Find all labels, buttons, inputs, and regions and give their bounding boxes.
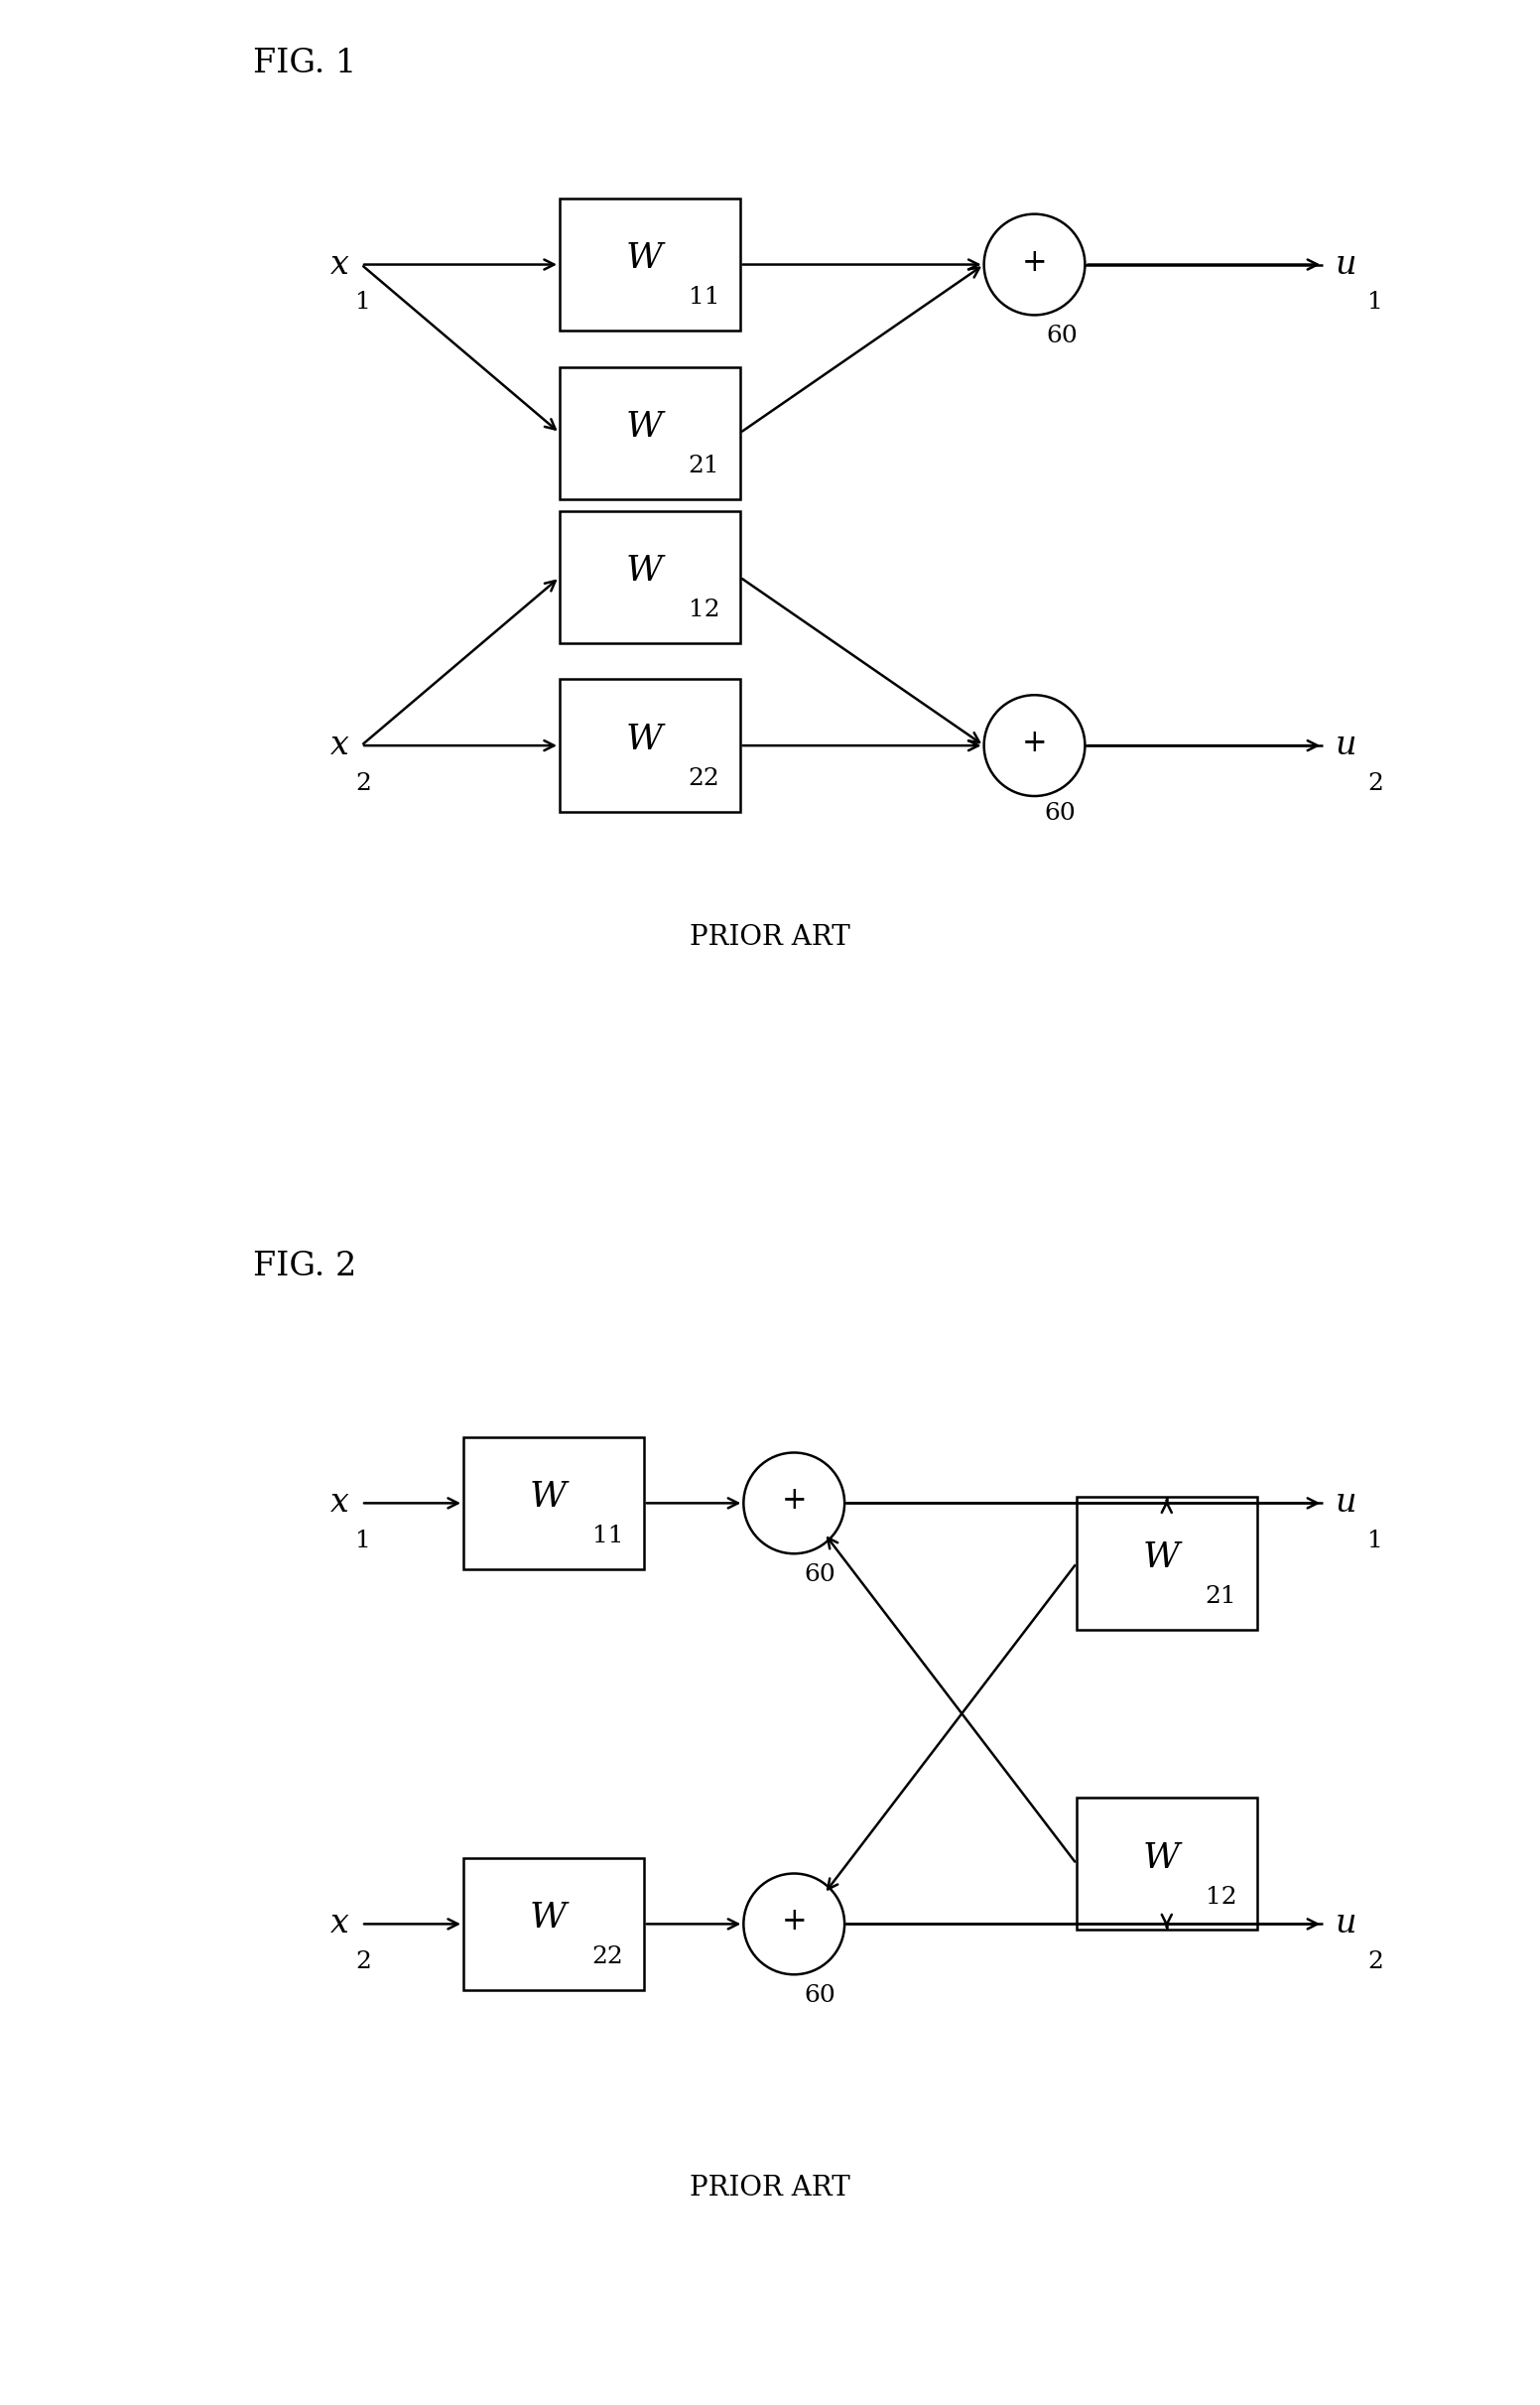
Bar (559, 512, 739, 642)
Bar (559, 197, 739, 329)
Text: u: u (1335, 1907, 1357, 1941)
Text: 11: 11 (688, 286, 719, 308)
Circle shape (744, 1453, 844, 1554)
Text: 60: 60 (804, 1563, 835, 1585)
Text: W: W (625, 722, 662, 758)
Text: 2: 2 (1368, 772, 1383, 794)
Bar (559, 678, 739, 813)
Text: W: W (625, 409, 662, 445)
Text: x: x (331, 1486, 350, 1520)
Bar (464, 1857, 644, 1991)
Text: 12: 12 (1206, 1886, 1237, 1907)
Text: u: u (1335, 1486, 1357, 1520)
Text: 21: 21 (1206, 1585, 1237, 1607)
Text: u: u (1335, 729, 1357, 762)
Text: +: + (781, 1907, 807, 1936)
Text: 60: 60 (1044, 803, 1075, 825)
Text: PRIOR ART: PRIOR ART (690, 2174, 850, 2203)
Text: PRIOR ART: PRIOR ART (690, 924, 850, 952)
Text: 2: 2 (1368, 1950, 1383, 1972)
Text: x: x (331, 729, 350, 762)
Text: W: W (530, 1479, 567, 1515)
Text: 1: 1 (356, 291, 371, 313)
Bar (1076, 1797, 1257, 1929)
Text: +: + (781, 1486, 807, 1515)
Circle shape (984, 214, 1086, 315)
Text: 60: 60 (1047, 325, 1078, 346)
Bar (1076, 1496, 1257, 1631)
Text: 12: 12 (688, 599, 719, 620)
Text: W: W (625, 241, 662, 277)
Text: W: W (530, 1900, 567, 1936)
Bar (464, 1436, 644, 1568)
Text: 11: 11 (591, 1525, 624, 1546)
Text: 22: 22 (688, 767, 719, 789)
Text: 21: 21 (688, 455, 719, 476)
Text: +: + (1021, 248, 1047, 277)
Text: W: W (1143, 1840, 1180, 1876)
Text: +: + (1021, 729, 1047, 758)
Text: FIG. 1: FIG. 1 (253, 48, 357, 79)
Text: 60: 60 (804, 1984, 835, 2006)
Text: W: W (1143, 1539, 1180, 1575)
Bar (559, 366, 739, 500)
Text: u: u (1335, 248, 1357, 281)
Text: 2: 2 (356, 1950, 371, 1972)
Text: 2: 2 (356, 772, 371, 794)
Text: 1: 1 (356, 1530, 371, 1551)
Text: FIG. 2: FIG. 2 (253, 1251, 357, 1282)
Circle shape (984, 695, 1086, 796)
Text: x: x (331, 248, 350, 281)
Text: 1: 1 (1368, 1530, 1383, 1551)
Text: x: x (331, 1907, 350, 1941)
Circle shape (744, 1873, 844, 1975)
Text: 1: 1 (1368, 291, 1383, 313)
Text: 22: 22 (591, 1946, 624, 1967)
Text: W: W (625, 553, 662, 589)
